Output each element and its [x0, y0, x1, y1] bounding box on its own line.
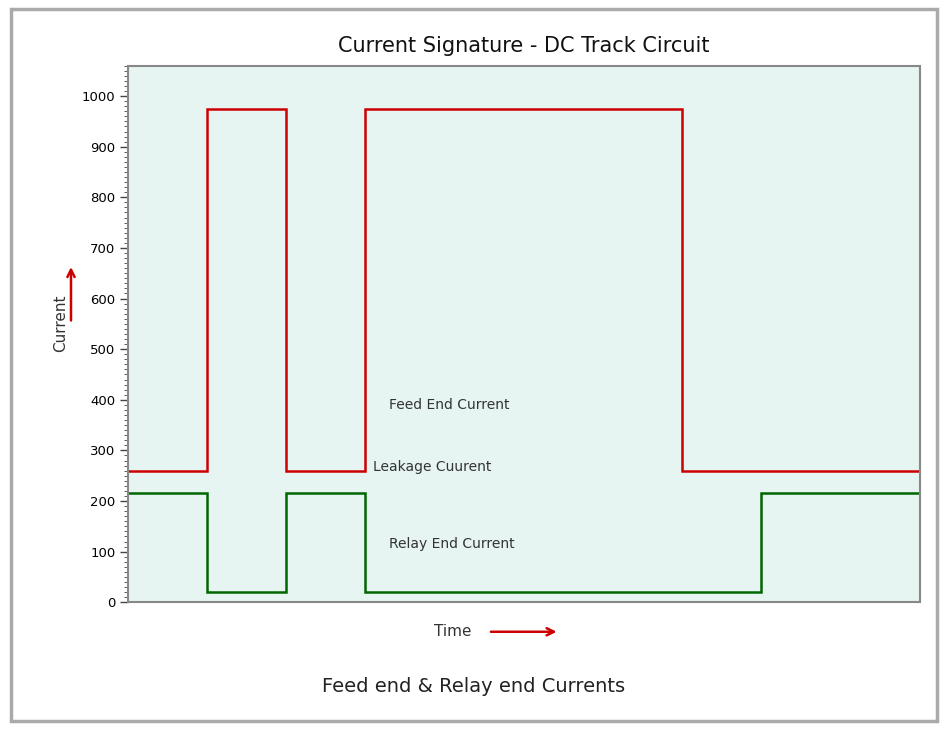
Text: Feed End Current: Feed End Current [390, 398, 510, 412]
Text: Current: Current [53, 294, 68, 352]
Bar [128, 66, 920, 602]
Text: Time: Time [434, 624, 471, 639]
Text: Relay End Current: Relay End Current [390, 537, 515, 551]
Text: Feed end & Relay end Currents: Feed end & Relay end Currents [322, 677, 626, 696]
Title: Current Signature - DC Track Circuit: Current Signature - DC Track Circuit [338, 36, 709, 55]
Text: Leakage Cuurent: Leakage Cuurent [374, 460, 492, 474]
